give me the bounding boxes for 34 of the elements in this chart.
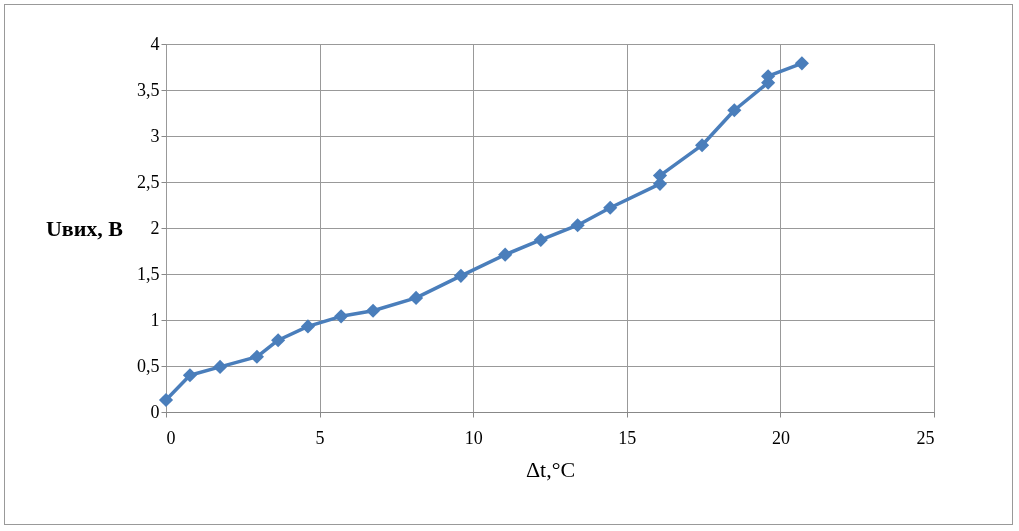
y-tick-label: 4 <box>150 33 160 54</box>
y-tick-label: 1 <box>150 309 160 330</box>
y-axis-title: Uвих, В <box>45 215 124 241</box>
point <box>694 138 710 153</box>
point <box>453 268 468 283</box>
y-tick-label: 3,5 <box>137 79 160 100</box>
y-tick-label: 3 <box>150 125 160 146</box>
y-tick-label: 0 <box>150 401 160 422</box>
x-tick-label: 10 <box>464 427 483 448</box>
point <box>408 290 424 305</box>
point <box>533 232 548 248</box>
point <box>727 103 742 118</box>
x-tick-label: 20 <box>771 427 790 448</box>
y-tick-label: 1,5 <box>137 263 160 284</box>
x-axis-title: Δt,°C <box>525 456 576 482</box>
point <box>249 349 264 364</box>
point <box>182 368 198 383</box>
y-tick-label: 2 <box>150 217 160 238</box>
x-tick-label: 5 <box>315 427 325 448</box>
x-tick-label: 0 <box>166 427 176 448</box>
point <box>365 303 381 318</box>
y-tick-label: 2,5 <box>137 171 160 192</box>
point <box>794 56 809 71</box>
y-tick-label: 0,5 <box>137 355 160 376</box>
point <box>570 218 585 233</box>
x-tick-label: 15 <box>618 427 637 448</box>
x-tick-label: 25 <box>916 427 935 448</box>
point <box>158 392 174 408</box>
point <box>271 333 286 348</box>
point <box>334 309 349 324</box>
point <box>300 319 315 334</box>
point <box>498 247 513 262</box>
point <box>213 359 228 374</box>
point <box>603 200 618 215</box>
